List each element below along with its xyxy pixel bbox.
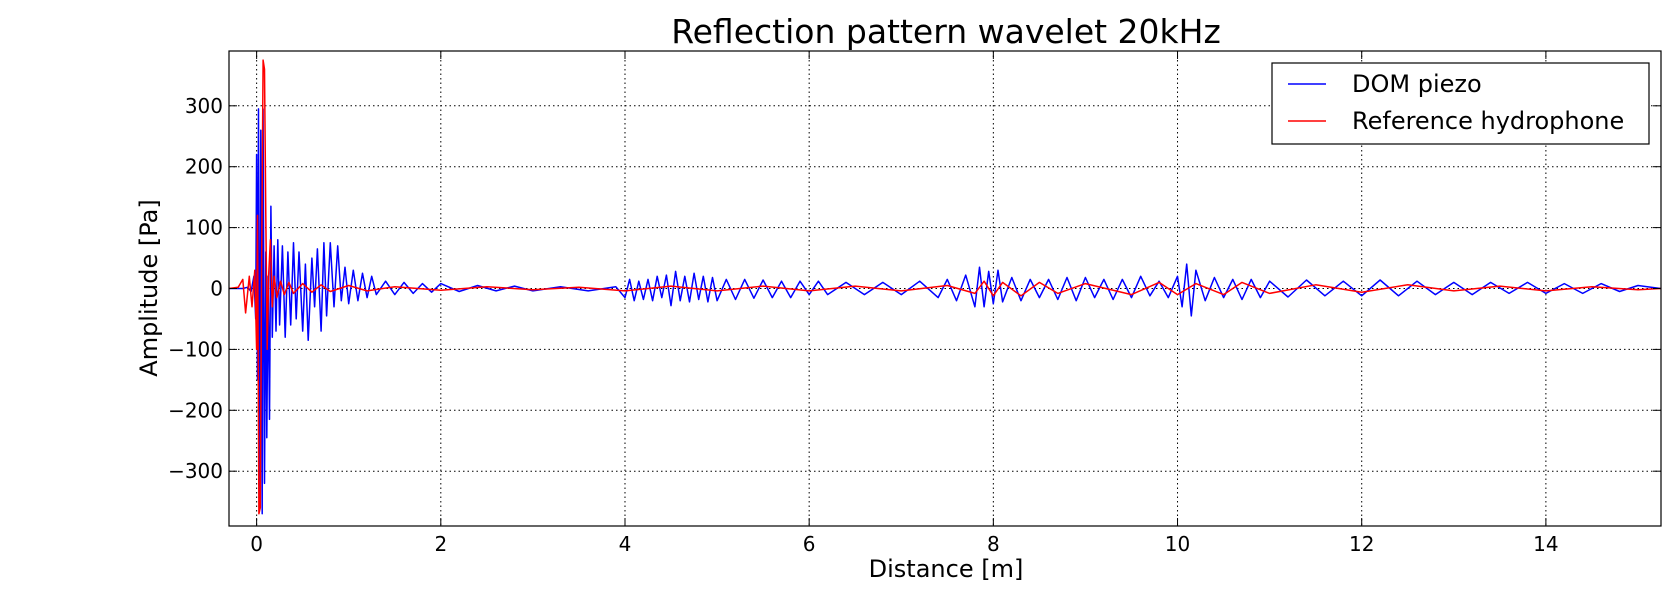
x-tick-label: 4 [619,532,632,556]
y-tick-label: 300 [185,94,223,118]
series-line-reference-hydrophone [229,59,1661,515]
y-tick-label: −100 [168,337,223,361]
x-tick-label: 12 [1349,532,1374,556]
y-tick-label: 200 [185,155,223,179]
chart-title: Reflection pattern wavelet 20kHz [671,12,1221,51]
y-tick-label: −200 [168,398,223,422]
legend: DOM piezo Reference hydrophone [1271,62,1650,145]
tick-labels: 0 2 4 6 8 10 12 14 −300 −200 −100 0 100 200 300 [168,94,1559,556]
y-tick-label: 0 [210,277,223,301]
x-tick-label: 10 [1165,532,1190,556]
y-tick-label: 100 [185,216,223,240]
x-tick-label: 8 [987,532,1000,556]
legend-label-reference-hydrophone: Reference hydrophone [1352,107,1624,135]
x-tick-label: 6 [803,532,816,556]
x-tick-label: 14 [1533,532,1558,556]
legend-label-dom-piezo: DOM piezo [1352,70,1482,98]
y-tick-label: −300 [168,459,223,483]
x-tick-label: 2 [434,532,447,556]
y-axis-title: Amplitude [Pa] [135,199,163,376]
x-axis-title: Distance [m] [869,555,1024,583]
ticks [229,51,1661,526]
series-group [229,59,1661,515]
legend-box [1271,62,1650,145]
series-line-dom-piezo [229,108,1661,515]
x-tick-label: 0 [250,532,263,556]
